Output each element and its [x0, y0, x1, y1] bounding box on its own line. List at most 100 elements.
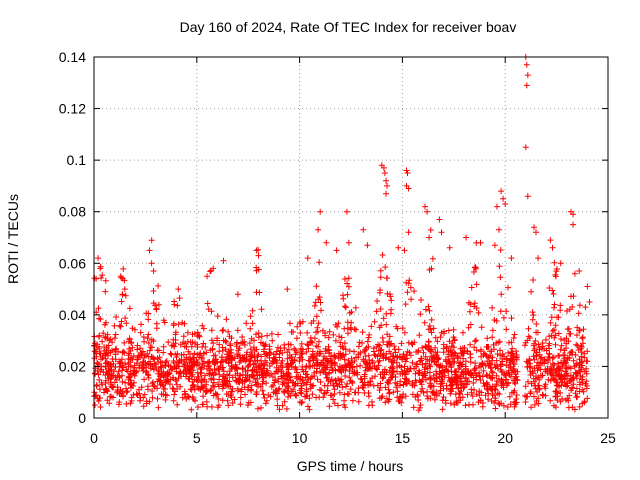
- data-point: [553, 268, 560, 275]
- data-point: [115, 348, 122, 355]
- data-point: [123, 401, 130, 407]
- data-point: [139, 348, 146, 355]
- data-point: [369, 402, 376, 409]
- data-point: [577, 369, 583, 375]
- data-point: [493, 372, 500, 379]
- data-point: [483, 372, 490, 378]
- data-point: [430, 383, 437, 390]
- data-point: [361, 373, 368, 380]
- data-point: [158, 364, 165, 371]
- data-point: [394, 354, 400, 361]
- data-point: [98, 275, 105, 281]
- data-point: [238, 388, 245, 395]
- data-point: [402, 393, 409, 400]
- data-point: [239, 380, 246, 387]
- data-point: [568, 348, 575, 355]
- data-point: [177, 368, 184, 375]
- data-point: [148, 336, 155, 343]
- data-point: [532, 338, 539, 344]
- ticks-layer: 0 0.02 0.04 0.06 0.08 0.1 0.12 0.14 0 5 10 15 20 25: [59, 49, 616, 446]
- data-point: [136, 390, 143, 397]
- data-point: [506, 393, 513, 400]
- data-point: [114, 386, 121, 393]
- data-point: [235, 378, 242, 385]
- data-point: [297, 330, 304, 336]
- data-point: [341, 356, 348, 363]
- data-point: [526, 335, 533, 341]
- data-point: [497, 363, 504, 370]
- data-point: [291, 357, 298, 364]
- data-point: [552, 341, 559, 348]
- data-point: [190, 360, 197, 367]
- data-point: [431, 359, 438, 366]
- x-tick-label: 0: [90, 430, 98, 446]
- data-point: [531, 378, 538, 385]
- data-point: [531, 345, 538, 352]
- data-point: [367, 381, 374, 388]
- data-point: [551, 376, 558, 383]
- data-point: [483, 385, 490, 392]
- data-point: [248, 353, 255, 360]
- data-point: [200, 325, 207, 332]
- data-point: [385, 377, 392, 384]
- data-point: [174, 401, 181, 408]
- data-point: [395, 244, 402, 251]
- data-point: [410, 404, 417, 411]
- data-point: [426, 266, 433, 273]
- data-point: [368, 323, 375, 330]
- data-point: [294, 323, 301, 330]
- data-point: [379, 369, 386, 376]
- data-point: [262, 357, 269, 364]
- data-point: [118, 318, 125, 325]
- data-point: [247, 325, 254, 332]
- data-point: [307, 334, 314, 341]
- data-point: [214, 313, 221, 320]
- data-point: [343, 208, 350, 215]
- data-point: [147, 365, 154, 372]
- data-point: [239, 365, 246, 372]
- data-point: [508, 356, 515, 363]
- data-point: [145, 316, 152, 323]
- data-point: [299, 377, 306, 384]
- data-point: [275, 368, 281, 375]
- data-point: [305, 376, 312, 383]
- data-point: [249, 320, 256, 327]
- data-point: [484, 372, 491, 379]
- data-point: [471, 344, 478, 351]
- data-point: [275, 386, 282, 393]
- y-axis-label: ROTI / TECUs: [5, 194, 21, 284]
- data-point: [473, 305, 480, 312]
- data-point: [498, 188, 505, 195]
- y-tick-label: 0.1: [67, 152, 87, 168]
- data-point: [342, 361, 349, 368]
- data-point: [187, 370, 194, 376]
- data-point: [507, 357, 514, 364]
- data-point: [303, 393, 310, 400]
- data-point: [531, 365, 538, 372]
- data-point: [525, 325, 532, 332]
- data-point: [422, 364, 428, 371]
- data-point: [373, 343, 380, 350]
- data-point: [155, 347, 162, 354]
- data-point: [394, 388, 401, 395]
- data-point: [195, 373, 201, 380]
- data-point: [315, 320, 322, 327]
- data-point: [92, 402, 98, 408]
- data-point: [170, 336, 177, 343]
- data-point: [331, 391, 338, 397]
- data-point: [553, 388, 560, 394]
- data-point: [326, 369, 333, 376]
- data-point: [145, 372, 152, 379]
- data-point: [234, 327, 241, 334]
- data-point: [377, 306, 384, 312]
- data-point: [405, 229, 412, 236]
- data-point: [489, 334, 496, 341]
- data-point: [435, 362, 442, 369]
- data-point: [202, 372, 208, 379]
- data-point: [462, 380, 468, 387]
- data-point: [336, 389, 343, 396]
- data-point: [131, 379, 137, 386]
- data-point: [274, 396, 281, 403]
- data-point: [250, 372, 257, 379]
- data-point: [214, 335, 221, 342]
